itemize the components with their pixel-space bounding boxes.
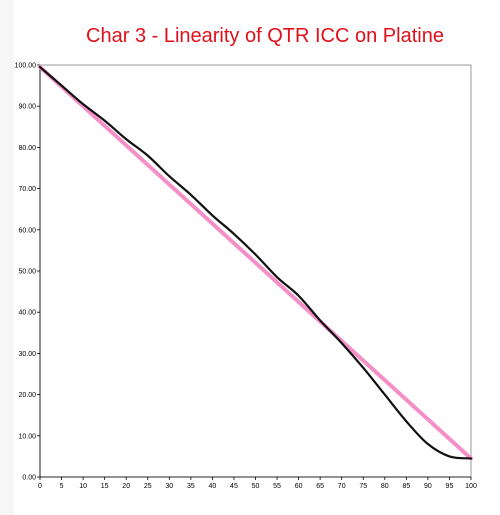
chart-title: Char 3 - Linearity of QTR ICC on Platine bbox=[86, 25, 444, 47]
x-tick-label: 15 bbox=[101, 483, 109, 490]
x-tick-label: 0 bbox=[38, 483, 42, 490]
x-tick-label: 75 bbox=[359, 483, 367, 490]
series-layer bbox=[38, 65, 473, 461]
x-tick-label: 95 bbox=[446, 483, 454, 490]
x-tick-label: 85 bbox=[402, 483, 410, 490]
x-tick-label: 80 bbox=[381, 483, 389, 490]
x-tick-label: 90 bbox=[424, 483, 432, 490]
y-tick-label: 10.00 bbox=[18, 433, 36, 440]
x-tick-label: 70 bbox=[338, 483, 346, 490]
x-tick-label: 45 bbox=[230, 483, 238, 490]
x-tick-label: 100 bbox=[465, 483, 477, 490]
y-tick-label: 90.00 bbox=[18, 104, 36, 111]
y-tick-label: 70.00 bbox=[18, 186, 36, 193]
x-tick-label: 65 bbox=[316, 483, 324, 490]
y-tick-label: 30.00 bbox=[18, 351, 36, 358]
x-tick-label: 40 bbox=[209, 483, 217, 490]
x-tick-label: 5 bbox=[60, 483, 64, 490]
series-line-reference bbox=[38, 65, 473, 461]
y-tick-label: 40.00 bbox=[18, 310, 36, 317]
y-tick-label: 0.00 bbox=[22, 475, 36, 482]
y-tick-label: 20.00 bbox=[18, 392, 36, 399]
y-tick-label: 50.00 bbox=[18, 269, 36, 276]
x-tick-label: 20 bbox=[122, 483, 130, 490]
series-line-measured bbox=[38, 65, 473, 460]
y-tick-label: 100.00 bbox=[15, 63, 37, 70]
x-tick-label: 55 bbox=[273, 483, 281, 490]
y-tick-label: 60.00 bbox=[18, 227, 36, 234]
x-tick-label: 50 bbox=[252, 483, 260, 490]
x-tick-label: 35 bbox=[187, 483, 195, 490]
background-grid-left bbox=[0, 0, 14, 515]
y-tick-label: 80.00 bbox=[18, 145, 36, 152]
x-tick-label: 10 bbox=[79, 483, 87, 490]
x-tick-label: 60 bbox=[295, 483, 303, 490]
x-tick-label: 25 bbox=[144, 483, 152, 490]
x-tick-label: 30 bbox=[165, 483, 173, 490]
x-axis: 0 5 10 15 20 25 30 35 40 45 50 55 60 65 70 75 80 85 90 95 10… bbox=[38, 476, 477, 490]
y-axis: 0.00 10.00 20.00 30.00 40.00 50.00 60.00 70.00 8… bbox=[15, 63, 41, 482]
